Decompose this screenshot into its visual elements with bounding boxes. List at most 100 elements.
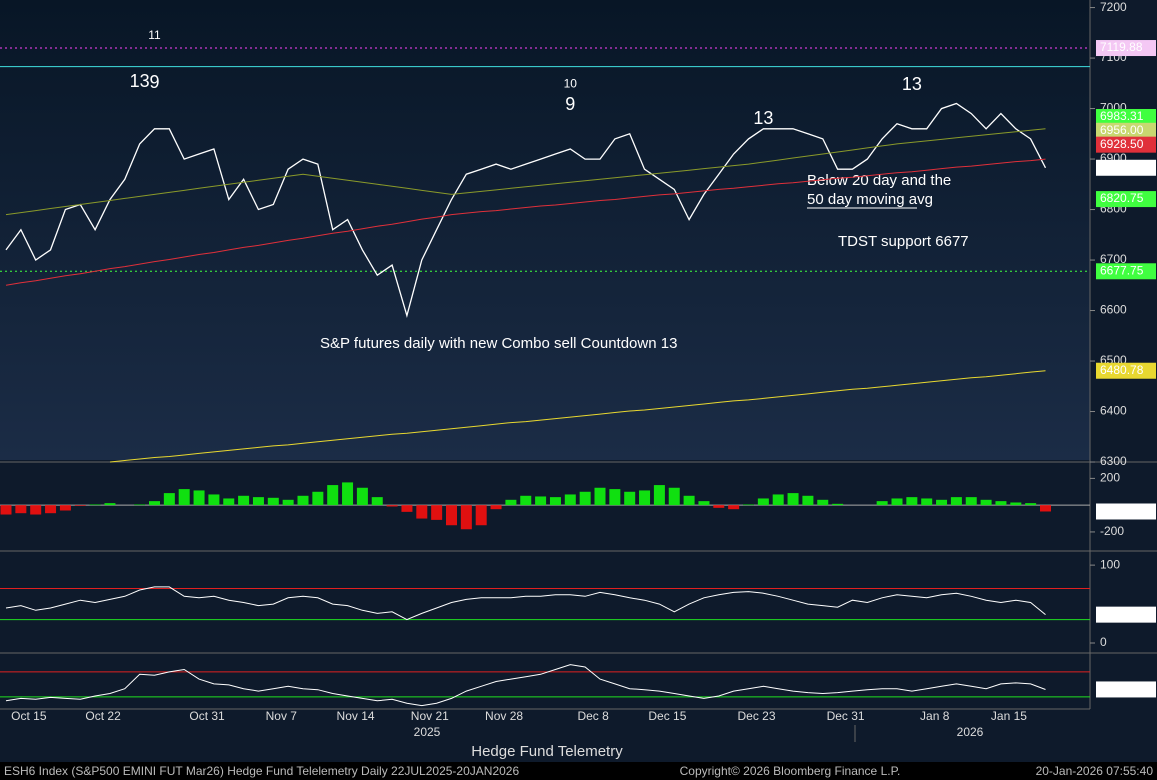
- series-line: [5, 664, 1046, 707]
- value-box: [1096, 40, 1156, 57]
- bar: [1025, 503, 1037, 506]
- y-tick-label: 100: [1100, 557, 1120, 571]
- value-label: 6983.31: [1100, 109, 1144, 123]
- bar: [327, 485, 339, 506]
- y-tick-label: 6700: [1100, 252, 1127, 266]
- year-label: 2026: [957, 725, 984, 739]
- bar: [446, 505, 457, 526]
- bar: [431, 505, 443, 520]
- annotation: Below 20 day and the: [807, 172, 951, 189]
- bar: [193, 490, 205, 506]
- value-label: 6480.78: [1100, 363, 1144, 377]
- bar: [223, 498, 235, 506]
- demark-label: 13: [753, 108, 773, 128]
- footer-bar: [0, 762, 1157, 780]
- value-label: 6928.50: [1100, 137, 1144, 151]
- year-label: 2025: [414, 725, 441, 739]
- bar: [282, 499, 294, 506]
- demark-label: 10: [564, 76, 578, 90]
- bar: [906, 497, 918, 506]
- bar: [74, 505, 86, 506]
- value-box: [1096, 606, 1156, 623]
- bar: [15, 505, 27, 514]
- bar: [921, 498, 933, 506]
- bar: [416, 505, 428, 519]
- bar: [208, 494, 220, 506]
- value-label: -47.2734: [1100, 504, 1148, 518]
- bar: [965, 497, 977, 506]
- bar: [252, 497, 264, 506]
- bar: [149, 501, 160, 506]
- footer-title: Hedge Fund Telemetry: [471, 743, 623, 760]
- bar: [668, 487, 680, 506]
- bar: [936, 499, 948, 506]
- series-line: [5, 102, 1047, 319]
- footer-left: ESH6 Index (S&P500 EMINI FUT Mar26) Hedg…: [4, 764, 519, 778]
- bar: [401, 505, 413, 512]
- bar: [520, 495, 532, 506]
- series-line: [109, 370, 1046, 463]
- value-box: [1096, 503, 1156, 520]
- bar: [178, 489, 190, 506]
- x-tick-label: Jan 15: [991, 709, 1027, 723]
- bar: [772, 494, 784, 506]
- demark-label: 13: [130, 71, 150, 91]
- value-box: [1096, 263, 1156, 280]
- x-tick-label: Nov 28: [485, 709, 523, 723]
- bar: [564, 494, 576, 506]
- series-line: [5, 586, 1046, 621]
- bar: [713, 505, 725, 508]
- x-tick-label: Nov 21: [411, 709, 449, 723]
- bar: [728, 505, 740, 510]
- bar: [891, 498, 903, 506]
- bar: [30, 505, 42, 515]
- y-tick-label: 7200: [1100, 0, 1127, 14]
- y-tick-label: 200: [1100, 471, 1120, 485]
- value-label: 6820.75: [1100, 191, 1144, 205]
- y-tick-label: 0: [1100, 635, 1107, 649]
- value-label: 6882.75: [1100, 160, 1144, 174]
- bar: [238, 495, 250, 506]
- bar: [950, 497, 962, 506]
- value-box: [1096, 108, 1156, 125]
- bar: [1010, 502, 1022, 506]
- x-tick-label: Nov 14: [337, 709, 375, 723]
- bar: [163, 493, 175, 506]
- bar: [802, 495, 814, 506]
- bar: [134, 504, 146, 506]
- bar: [609, 489, 621, 506]
- x-tick-label: Dec 15: [648, 709, 686, 723]
- y-tick-label: -200: [1100, 524, 1124, 538]
- value-label: 36.4024: [1100, 607, 1144, 621]
- bar: [297, 495, 309, 506]
- value-box: [1096, 681, 1156, 698]
- bar: [757, 498, 769, 506]
- demark-label: 13: [902, 74, 922, 94]
- x-tick-label: Dec 23: [737, 709, 775, 723]
- x-tick-label: Oct 31: [189, 709, 225, 723]
- demark-label: 9: [565, 94, 575, 114]
- bar: [832, 503, 844, 506]
- value-box: [1096, 159, 1156, 176]
- price-panel: [0, 0, 1090, 460]
- bar: [743, 504, 754, 506]
- series-line: [5, 128, 1046, 216]
- value-box: [1096, 362, 1156, 379]
- bar: [579, 491, 591, 506]
- y-tick-label: 6600: [1100, 303, 1127, 317]
- value-label: 7119.88: [1100, 40, 1143, 54]
- value-box: [1096, 136, 1156, 153]
- value-label: 98.4974: [1100, 682, 1144, 696]
- bar: [1040, 505, 1051, 512]
- series-line: [5, 158, 1046, 286]
- bar: [59, 505, 71, 511]
- separators: [0, 0, 1157, 742]
- bar: [980, 499, 992, 506]
- x-tick-label: Oct 15: [11, 709, 47, 723]
- value-label: 6956.00: [1100, 123, 1144, 137]
- bar: [535, 496, 547, 506]
- bar: [624, 491, 636, 506]
- bar: [683, 495, 695, 506]
- x-tick-label: Jan 8: [920, 709, 950, 723]
